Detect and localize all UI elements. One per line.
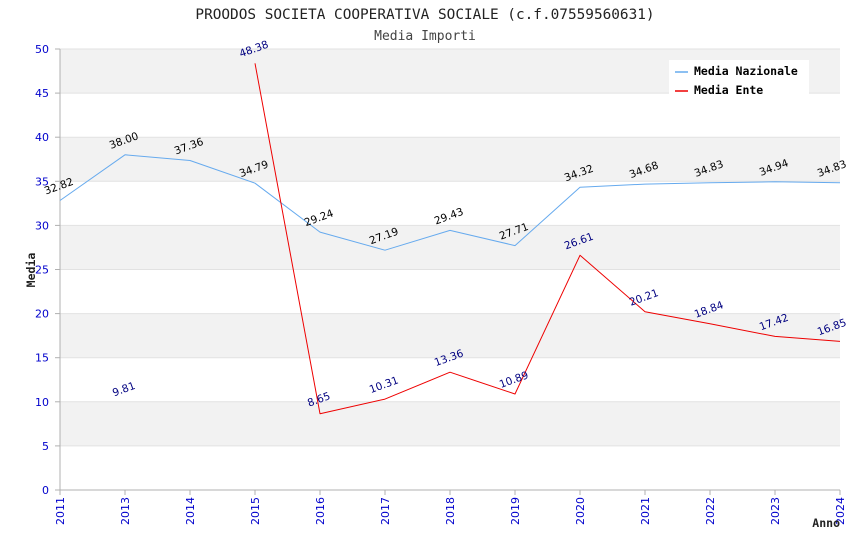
legend-box <box>669 60 809 98</box>
chart-title: PROODOS SOCIETA COOPERATIVA SOCIALE (c.f… <box>195 7 654 23</box>
y-tick-label: 40 <box>35 131 49 144</box>
y-tick-label: 35 <box>35 175 49 188</box>
y-tick-label: 20 <box>35 308 49 321</box>
x-tick-label: 2022 <box>704 497 717 525</box>
data-point-media-nazionale <box>448 228 452 232</box>
data-point-media-nazionale <box>773 180 777 184</box>
background-band <box>60 401 840 446</box>
y-tick-label: 45 <box>35 87 49 100</box>
y-tick-label: 30 <box>35 219 49 232</box>
series-line-media-nazionale <box>59 154 841 251</box>
legend-label-media-nazionale: Media Nazionale <box>694 64 798 78</box>
data-label-media-nazionale: 29.43 <box>433 206 465 228</box>
y-tick-label: 15 <box>35 352 49 365</box>
x-tick-label: 2020 <box>574 497 587 525</box>
x-tick-label: 2024 <box>834 497 847 525</box>
x-tick-label: 2014 <box>184 497 197 525</box>
x-tick-label: 2013 <box>119 497 132 525</box>
data-point-media-nazionale <box>123 153 127 157</box>
data-point-media-ente <box>123 401 127 405</box>
y-tick-label: 0 <box>42 484 49 497</box>
x-tick-label: 2015 <box>249 497 262 525</box>
y-tick-label: 10 <box>35 396 49 409</box>
data-point-media-ente <box>578 253 582 257</box>
data-point-media-nazionale <box>838 181 842 185</box>
plot-area: 0 5 10 15 20 25 30 35 40 45 50 2011 2013 2014 2015 2016… <box>35 39 848 525</box>
data-point-media-nazionale <box>383 248 387 252</box>
data-point-media-ente <box>838 339 842 343</box>
data-point-media-nazionale <box>188 158 192 162</box>
x-axis-title: Anno <box>812 516 840 530</box>
y-tick-label: 25 <box>35 264 49 277</box>
data-point-media-ente <box>513 392 517 396</box>
data-point-media-ente <box>643 310 647 314</box>
data-point-media-ente <box>318 412 322 416</box>
data-label-media-ente: 9.81 <box>111 380 137 399</box>
x-tick-label: 2016 <box>314 497 327 525</box>
data-label-media-ente: 10.89 <box>498 369 530 391</box>
x-tick-label: 2011 <box>54 497 67 525</box>
data-point-media-nazionale <box>578 185 582 189</box>
background-band <box>60 137 840 182</box>
y-axis-title: Media <box>24 253 38 288</box>
data-point-media-ente <box>253 61 257 65</box>
y-tick-label: 5 <box>42 440 49 453</box>
legend-label-media-ente: Media Ente <box>694 83 763 97</box>
y-tick-label: 50 <box>35 43 49 56</box>
background-band <box>60 225 840 270</box>
chart-subtitle: Media Importi <box>374 29 476 44</box>
data-point-media-ente <box>773 334 777 338</box>
data-point-media-nazionale <box>643 182 647 186</box>
legend: Media Nazionale Media Ente <box>669 60 809 98</box>
series-line-media-ente <box>254 63 841 415</box>
x-tick-label: 2019 <box>509 497 522 525</box>
data-point-media-nazionale <box>58 199 62 203</box>
x-tick-label: 2017 <box>379 497 392 525</box>
x-tick-label: 2023 <box>769 497 782 525</box>
data-label-media-ente: 10.31 <box>368 374 400 396</box>
x-tick-label: 2018 <box>444 497 457 525</box>
data-point-media-ente <box>708 322 712 326</box>
background-band <box>60 313 840 358</box>
data-point-media-nazionale <box>708 181 712 185</box>
x-tick-label: 2021 <box>639 497 652 525</box>
data-label-media-ente: 20.21 <box>628 287 660 309</box>
data-point-media-nazionale <box>513 244 517 248</box>
data-point-media-nazionale <box>318 230 322 234</box>
data-point-media-ente <box>383 397 387 401</box>
data-point-media-ente <box>448 370 452 374</box>
data-point-media-nazionale <box>253 181 257 185</box>
